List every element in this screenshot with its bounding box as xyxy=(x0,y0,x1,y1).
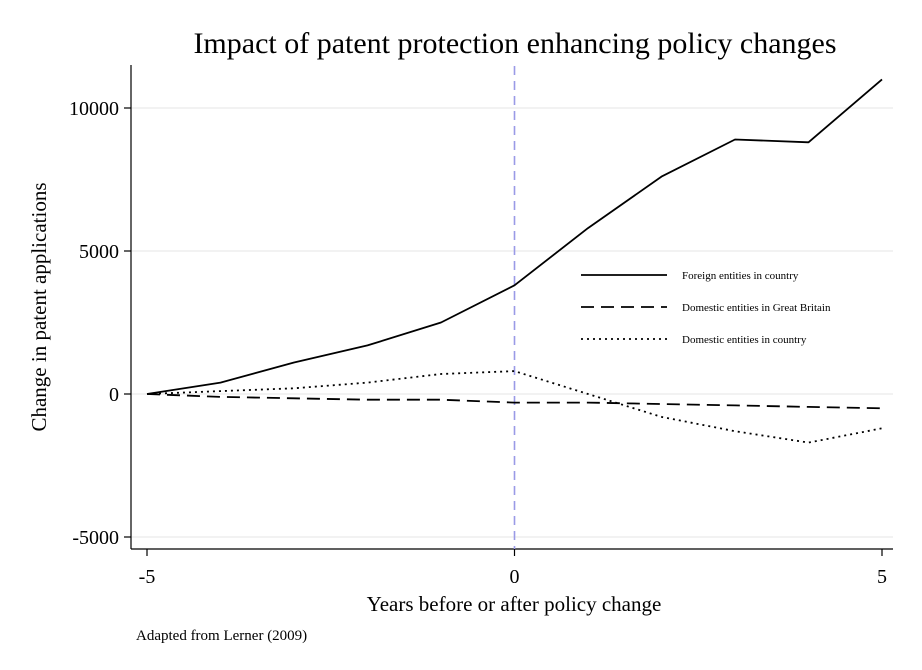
legend-label-1: Domestic entities in Great Britain xyxy=(682,302,831,314)
legend-label-0: Foreign entities in country xyxy=(682,270,799,282)
x-axis-label: Years before or after policy change xyxy=(367,592,662,616)
y-tick-label-2: 5000 xyxy=(79,241,119,263)
gridlines xyxy=(131,108,893,537)
chart-title: Impact of patent protection enhancing po… xyxy=(193,27,836,60)
x-tick-label-1: 0 xyxy=(510,566,520,588)
x-tick-label-0: -5 xyxy=(139,566,156,588)
legend-label-2: Domestic entities in country xyxy=(682,334,807,346)
y-axis-label: Change in patent applications xyxy=(27,182,51,431)
y-tick-label-0: -5000 xyxy=(72,527,119,549)
x-tick-label-2: 5 xyxy=(877,566,887,588)
y-tick-label-1: 0 xyxy=(109,384,119,406)
y-tick-label-3: 10000 xyxy=(69,98,119,120)
legend: Foreign entities in country Domestic enti… xyxy=(581,270,831,346)
source-note: Adapted from Lerner (2009) xyxy=(136,628,307,644)
